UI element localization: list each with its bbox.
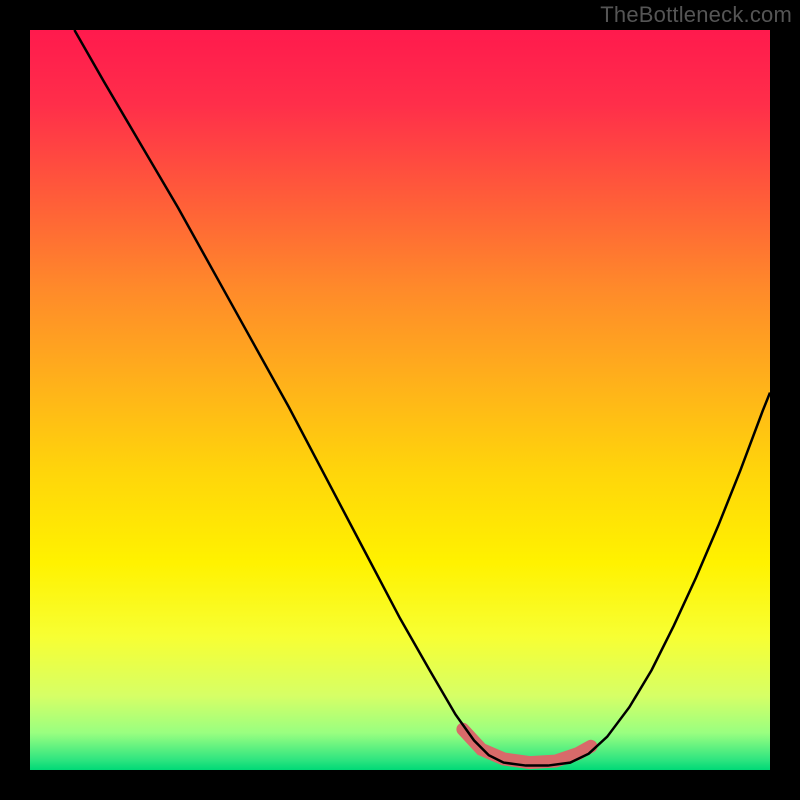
chart-frame: TheBottleneck.com bbox=[0, 0, 800, 800]
highlight-segment bbox=[463, 729, 591, 762]
main-curve bbox=[74, 30, 770, 766]
curve-layer bbox=[30, 30, 770, 770]
plot-area bbox=[30, 30, 770, 770]
watermark-text: TheBottleneck.com bbox=[600, 2, 792, 28]
